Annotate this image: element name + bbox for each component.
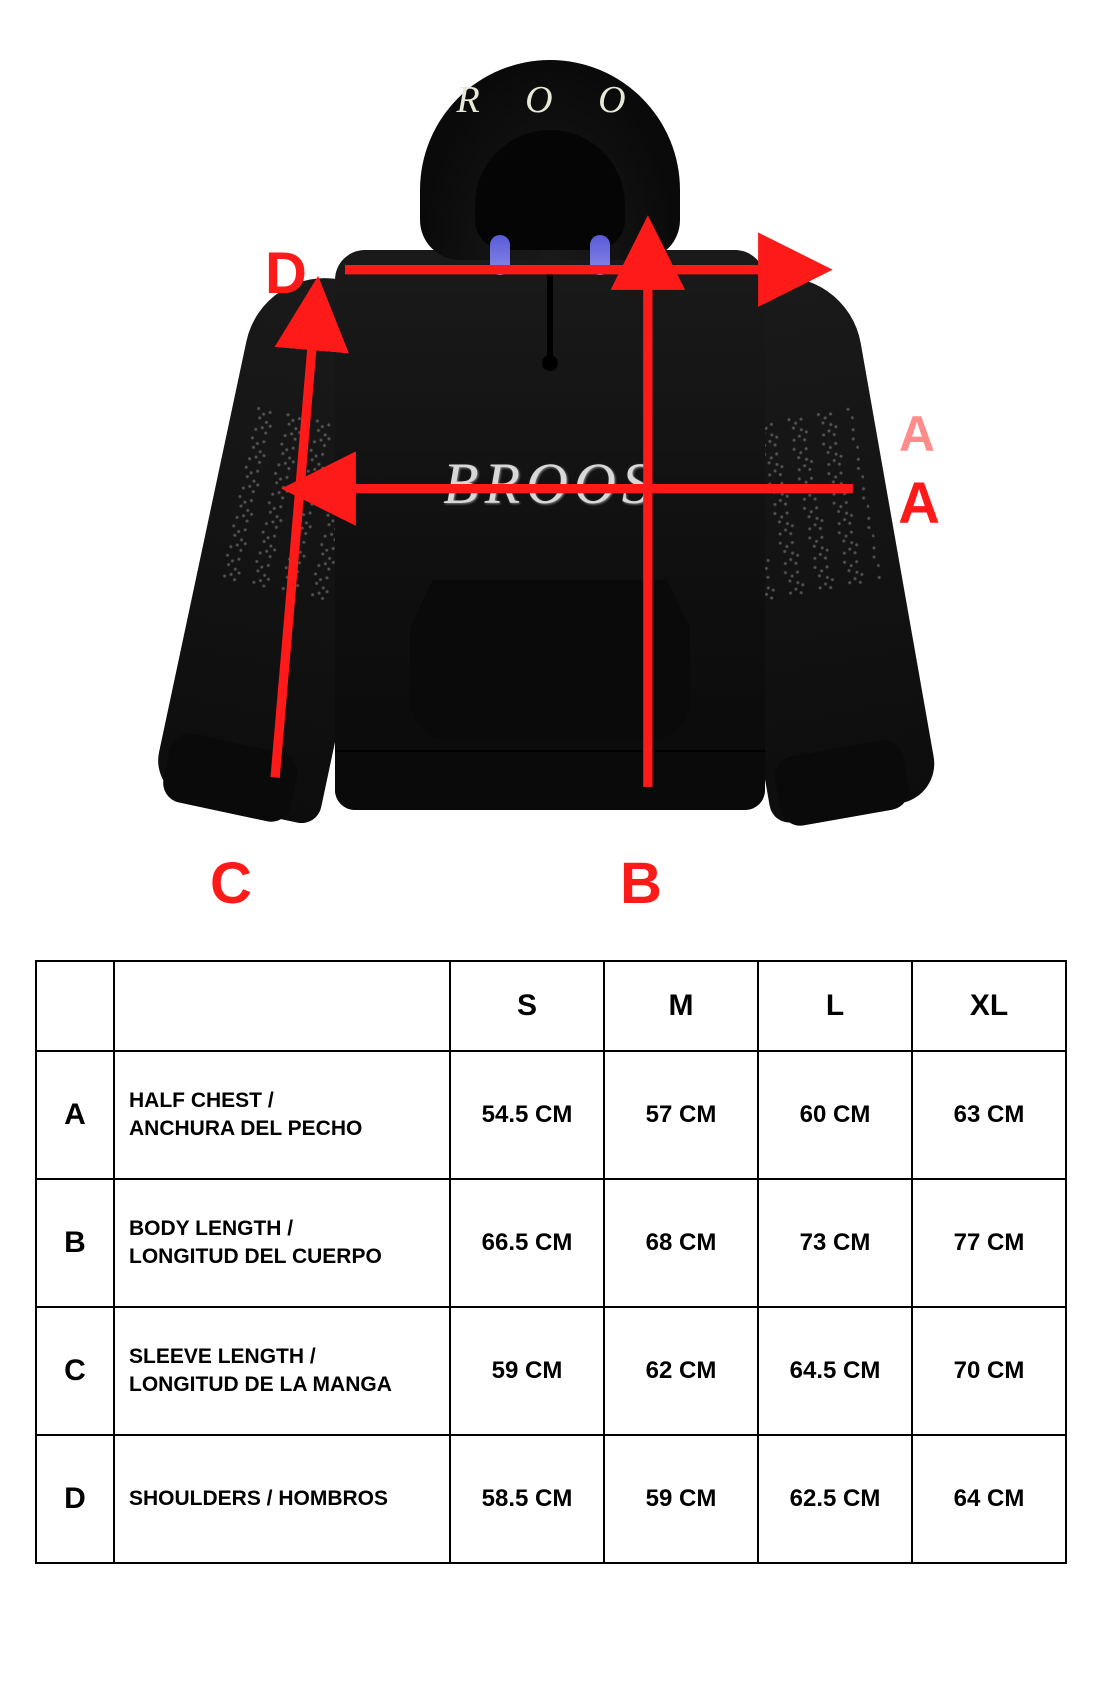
cuff-right bbox=[772, 737, 912, 829]
table-row: C SLEEVE LENGTH / LONGITUD DE LA MANGA 5… bbox=[36, 1307, 1066, 1435]
header-size-s: S bbox=[450, 961, 604, 1051]
cell-s: 66.5 CM bbox=[450, 1179, 604, 1307]
size-table: S M L XL A HALF CHEST / ANCHURA DEL PECH… bbox=[35, 960, 1067, 1564]
header-size-xl: XL bbox=[912, 961, 1066, 1051]
hood: R O O bbox=[420, 60, 680, 260]
body-hem bbox=[335, 750, 765, 810]
desc-line: LONGITUD DE LA MANGA bbox=[129, 1373, 392, 1396]
cell-l: 73 CM bbox=[758, 1179, 912, 1307]
row-desc: BODY LENGTH / LONGITUD DEL CUERPO bbox=[114, 1179, 450, 1307]
dim-label-c: C bbox=[210, 850, 252, 917]
desc-line: BODY LENGTH / bbox=[129, 1217, 293, 1240]
header-blank-2 bbox=[114, 961, 450, 1051]
desc-line: SHOULDERS / HOMBROS bbox=[129, 1487, 388, 1510]
header-blank-1 bbox=[36, 961, 114, 1051]
dim-label-d: D bbox=[265, 240, 307, 307]
desc-line: ANCHURA DEL PECHO bbox=[129, 1117, 362, 1140]
cell-s: 59 CM bbox=[450, 1307, 604, 1435]
cell-l: 62.5 CM bbox=[758, 1435, 912, 1563]
hood-inner bbox=[475, 130, 625, 250]
row-letter: C bbox=[36, 1307, 114, 1435]
drawstring-tip bbox=[590, 235, 610, 275]
cell-xl: 77 CM bbox=[912, 1179, 1066, 1307]
desc-line: SLEEVE LENGTH / bbox=[129, 1345, 316, 1368]
kangaroo-pocket bbox=[410, 580, 690, 740]
cell-s: 54.5 CM bbox=[450, 1051, 604, 1179]
chest-logo-text: BROOS bbox=[335, 450, 765, 517]
cell-m: 57 CM bbox=[604, 1051, 758, 1179]
drawstring bbox=[547, 270, 553, 360]
row-letter: A bbox=[36, 1051, 114, 1179]
cell-m: 68 CM bbox=[604, 1179, 758, 1307]
row-desc: SLEEVE LENGTH / LONGITUD DE LA MANGA bbox=[114, 1307, 450, 1435]
dim-label-a: A bbox=[898, 470, 940, 537]
cell-l: 60 CM bbox=[758, 1051, 912, 1179]
table-row: D SHOULDERS / HOMBROS 58.5 CM 59 CM 62.5… bbox=[36, 1435, 1066, 1563]
row-desc: HALF CHEST / ANCHURA DEL PECHO bbox=[114, 1051, 450, 1179]
drawstring-end bbox=[542, 355, 558, 371]
cell-s: 58.5 CM bbox=[450, 1435, 604, 1563]
cell-xl: 64 CM bbox=[912, 1435, 1066, 1563]
cell-l: 64.5 CM bbox=[758, 1307, 912, 1435]
cell-m: 59 CM bbox=[604, 1435, 758, 1563]
size-table-header-row: S M L XL bbox=[36, 961, 1066, 1051]
hoodie-illustration: BROOS R O O D bbox=[180, 60, 920, 880]
desc-line: LONGITUD DEL CUERPO bbox=[129, 1245, 382, 1268]
cell-xl: 63 CM bbox=[912, 1051, 1066, 1179]
cuff-left bbox=[159, 730, 301, 825]
dim-label-a-ghost: A bbox=[899, 405, 935, 463]
row-letter: D bbox=[36, 1435, 114, 1563]
table-row: A HALF CHEST / ANCHURA DEL PECHO 54.5 CM… bbox=[36, 1051, 1066, 1179]
sizing-diagram: BROOS R O O D bbox=[0, 0, 1100, 950]
header-size-m: M bbox=[604, 961, 758, 1051]
size-chart: S M L XL A HALF CHEST / ANCHURA DEL PECH… bbox=[35, 960, 1065, 1564]
drawstring-tip bbox=[490, 235, 510, 275]
row-desc: SHOULDERS / HOMBROS bbox=[114, 1435, 450, 1563]
row-letter: B bbox=[36, 1179, 114, 1307]
dim-label-b: B bbox=[620, 850, 662, 917]
desc-line: HALF CHEST / bbox=[129, 1089, 274, 1112]
cell-m: 62 CM bbox=[604, 1307, 758, 1435]
header-size-l: L bbox=[758, 961, 912, 1051]
table-row: B BODY LENGTH / LONGITUD DEL CUERPO 66.5… bbox=[36, 1179, 1066, 1307]
cell-xl: 70 CM bbox=[912, 1307, 1066, 1435]
hood-logo-text: R O O bbox=[420, 78, 680, 122]
